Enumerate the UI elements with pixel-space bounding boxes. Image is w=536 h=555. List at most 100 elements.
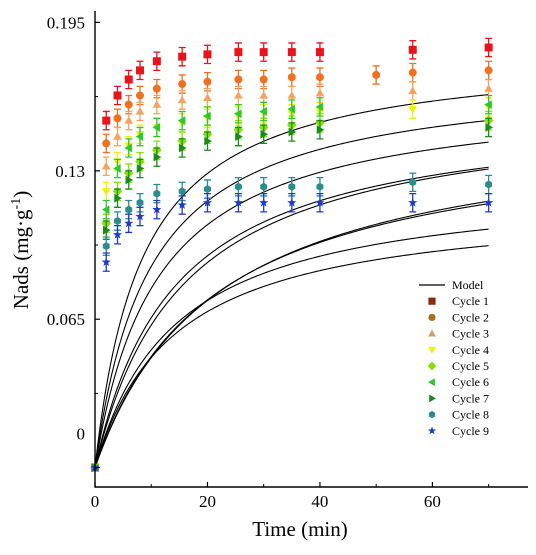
data-point: [484, 197, 494, 207]
series-cycle-5: [90, 110, 494, 473]
data-point: [287, 48, 296, 57]
data-point: [287, 91, 297, 99]
y-tick-label: 0.195: [47, 13, 85, 32]
data-point: [136, 198, 144, 207]
data-point: [259, 107, 267, 116]
data-point: [315, 48, 324, 57]
data-point: [408, 105, 418, 114]
y-tick-label: 0.13: [55, 162, 85, 181]
data-point: [315, 73, 324, 82]
model-curve-8: [94, 228, 489, 468]
series-cycle-9: [90, 192, 494, 472]
data-point: [135, 107, 145, 115]
legend-label-cycle-1: Cycle 1: [452, 294, 489, 308]
data-point: [112, 229, 123, 239]
data-point: [177, 200, 187, 209]
data-point: [235, 132, 243, 141]
series-cycle-6: [90, 94, 493, 472]
data-point: [234, 182, 242, 191]
data-point: [124, 100, 133, 109]
data-point: [135, 91, 144, 100]
data-point: [102, 116, 111, 125]
model-curve-5: [94, 200, 489, 468]
data-point: [177, 95, 187, 104]
data-point: [153, 152, 162, 162]
x-tick-label: 60: [424, 492, 441, 511]
data-point: [408, 86, 418, 95]
series-cycle-1: [91, 37, 493, 472]
data-point: [484, 100, 492, 110]
data-point: [233, 91, 243, 99]
legend-marker-cycle-9: [427, 426, 437, 435]
data-point: [203, 50, 212, 59]
data-point: [484, 43, 493, 52]
data-point: [113, 164, 121, 173]
y-axis-title: Nads (mg·g-1): [9, 191, 33, 309]
x-axis-title: Time (min): [252, 517, 347, 541]
data-point: [259, 48, 268, 57]
data-point: [204, 136, 212, 146]
data-point: [177, 116, 186, 125]
legend-marker-cycle-5: [427, 361, 437, 371]
legend-label-cycle-4: Cycle 4: [452, 343, 489, 357]
legend-label-cycle-7: Cycle 7: [452, 391, 489, 405]
y-axis-title-close: ): [9, 191, 33, 198]
data-point: [287, 197, 297, 207]
series-cycle-7: [91, 117, 494, 472]
data-point: [114, 193, 122, 203]
data-point: [113, 114, 122, 123]
data-point: [204, 185, 211, 194]
data-point: [102, 242, 110, 251]
legend-marker-cycle-2: [428, 313, 436, 321]
data-point: [316, 182, 324, 191]
data-point: [114, 217, 121, 226]
x-tick-label: 40: [311, 492, 328, 511]
data-point: [234, 75, 243, 84]
data-point: [178, 52, 187, 61]
model-curve-7: [94, 203, 489, 468]
legend-label-model: Model: [452, 278, 484, 292]
legend-marker-cycle-7: [429, 394, 436, 403]
data-point: [484, 66, 493, 75]
data-point: [288, 127, 297, 137]
data-point: [101, 188, 111, 196]
data-point: [124, 143, 132, 153]
data-point: [125, 175, 134, 185]
data-point: [260, 129, 269, 139]
data-point: [101, 161, 111, 170]
data-point: [101, 257, 111, 267]
data-point: [136, 164, 145, 173]
data-point: [135, 66, 144, 75]
data-point: [124, 116, 134, 124]
y-axis-title-main: Nads (mg·g: [9, 209, 33, 309]
data-point: [113, 91, 122, 100]
data-point: [315, 88, 325, 97]
data-point: [135, 211, 145, 221]
data-point: [260, 182, 268, 191]
legend: Model Cycle 1 Cycle 2 Cycle 3 Cycle 4 Cycle 5…: [419, 278, 489, 438]
model-curve-6: [94, 168, 489, 468]
legend-label-cycle-5: Cycle 5: [452, 359, 489, 373]
data-point: [178, 143, 187, 153]
data-point: [152, 100, 162, 108]
data-point: [101, 205, 110, 215]
y-tick-label: 0: [77, 425, 86, 444]
model-curve-9: [94, 245, 489, 468]
data-point: [103, 225, 111, 235]
data-point: [485, 180, 493, 189]
data-point: [408, 197, 418, 207]
data-point: [259, 75, 268, 84]
data-point: [125, 205, 133, 214]
legend-label-cycle-8: Cycle 8: [452, 408, 489, 422]
data-point: [113, 132, 122, 140]
data-point: [485, 123, 494, 132]
legend-marker-cycle-3: [428, 329, 436, 337]
data-point: [203, 77, 212, 86]
y-axis-title-sup: -1: [9, 198, 24, 210]
data-point: [102, 139, 111, 148]
data-point: [287, 73, 296, 82]
data-point: [203, 111, 211, 121]
legend-marker-cycle-1: [428, 297, 436, 305]
legend-label-cycle-6: Cycle 6: [452, 375, 489, 389]
